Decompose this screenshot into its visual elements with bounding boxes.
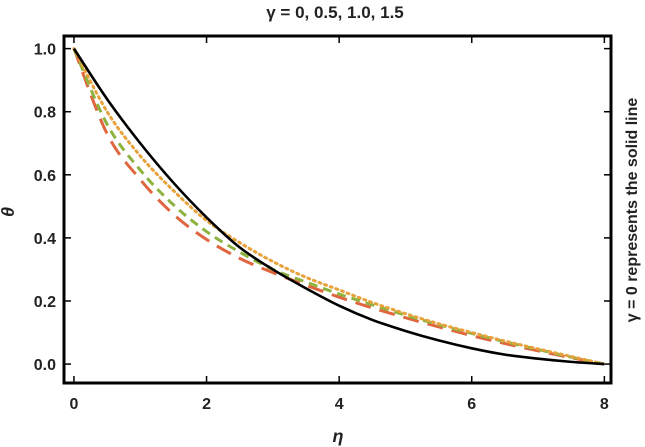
y-axis-label: θ [0,207,18,217]
plot-frame [62,34,613,385]
x-axis-ticks: 0 2 4 6 8 [69,36,609,413]
series-line-dashed [72,48,605,366]
y-tick-label: 0.8 [34,105,56,122]
x-tick-label: 2 [202,396,211,413]
chart-title: γ = 0, 0.5, 1.0, 1.5 [266,3,404,22]
x-tick-label: 4 [335,396,344,413]
y-tick-label: 0.2 [34,294,56,311]
x-tick-label: 0 [69,396,78,413]
x-tick-label: 8 [600,396,609,413]
series-line-dotted [72,47,606,366]
y-tick-label: 0.4 [34,231,56,248]
y-tick-label: 0.6 [34,168,56,185]
y-tick-label: 1.0 [34,42,56,59]
series-lines [72,47,606,366]
series-line-solid [72,47,605,366]
y-axis-ticks: 0.0 0.2 0.4 0.6 0.8 1.0 [34,42,611,374]
x-axis-label: η [333,426,344,446]
right-note: γ = 0 represents the solid line [624,98,641,323]
x-tick-label: 6 [467,396,476,413]
series-line-longdash [72,48,605,366]
y-tick-label: 0.0 [34,357,56,374]
